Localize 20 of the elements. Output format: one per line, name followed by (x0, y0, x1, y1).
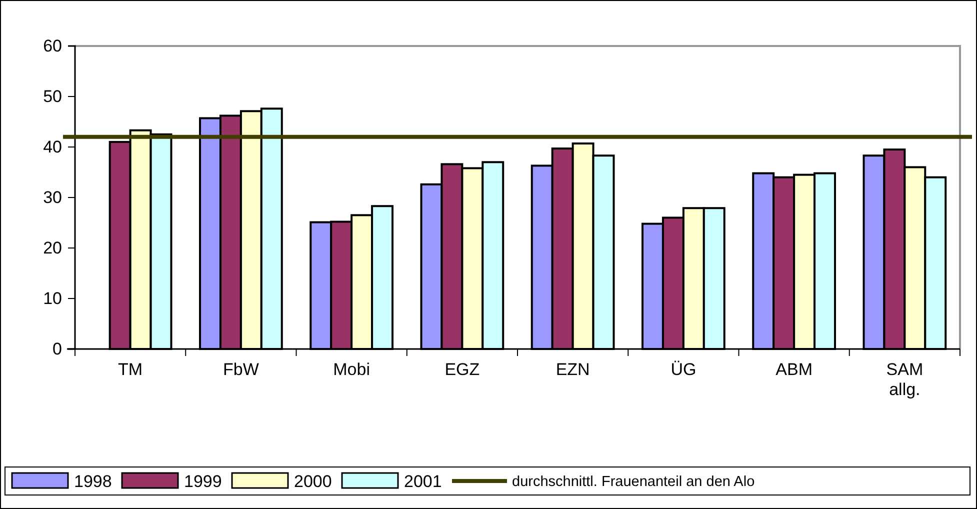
legend-label: 2001 (404, 472, 442, 491)
legend-label: 1999 (184, 472, 222, 491)
x-tick-label: ABM (776, 360, 812, 379)
legend-label: durchschnittl. Frauenanteil an den Alo (512, 474, 755, 490)
legend-label: 1998 (74, 472, 112, 491)
y-tick-label: 40 (43, 137, 62, 156)
y-tick-label: 20 (43, 238, 62, 258)
x-tick-label: EGZ (444, 360, 480, 379)
x-tick-label: Mobi (333, 360, 370, 379)
y-tick-label: 10 (43, 288, 62, 308)
y-tick-label: 50 (43, 86, 62, 106)
x-tick-label: EZN (556, 360, 590, 379)
x-tick-label: TM (118, 360, 143, 379)
x-tick-label: ÜG (670, 360, 696, 379)
legend-label: 2000 (294, 472, 332, 491)
x-tick-label: SAM allg. (886, 360, 924, 399)
y-tick-label: 0 (52, 339, 62, 358)
y-tick-label: 30 (43, 188, 62, 207)
x-tick-label: FbW (222, 360, 259, 379)
y-tick-label: 60 (43, 36, 62, 56)
